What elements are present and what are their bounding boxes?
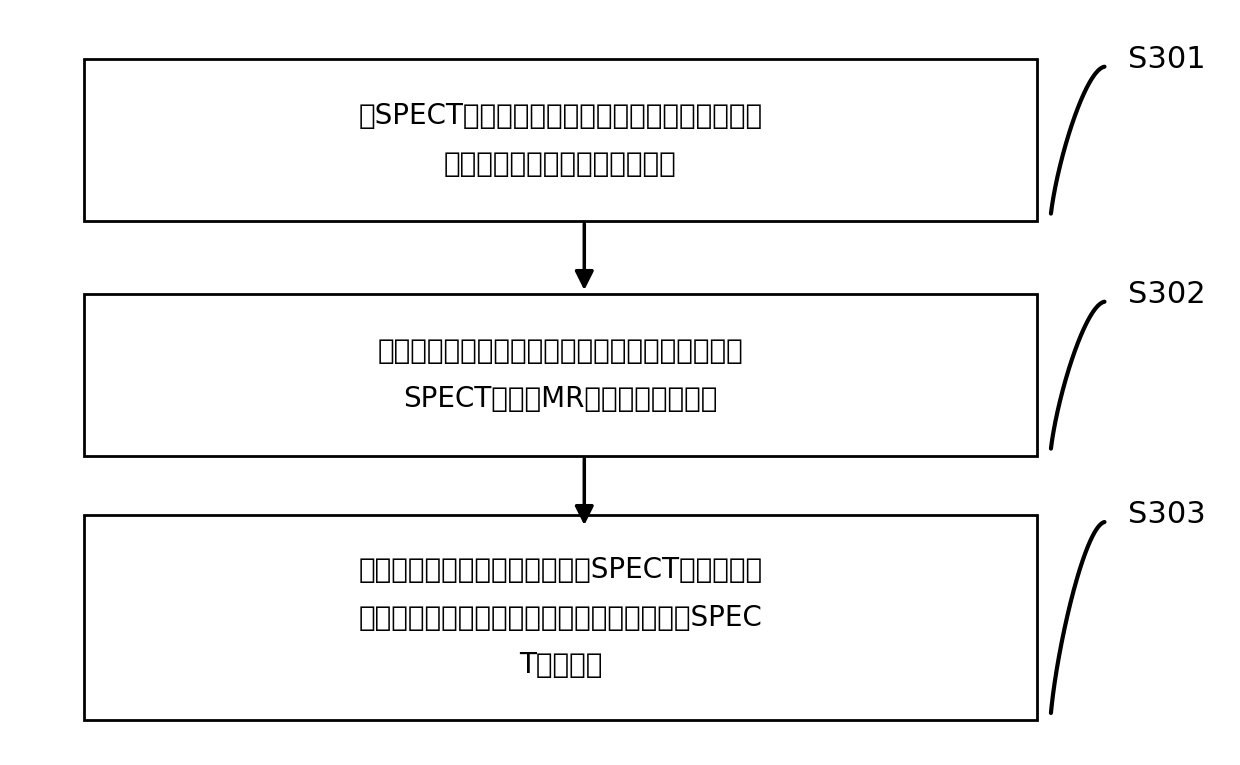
Text: S302: S302 <box>1128 280 1207 309</box>
Text: S303: S303 <box>1128 500 1207 529</box>
Text: ，电子学部分为无磁电子元器件: ，电子学部分为无磁电子元器件 <box>444 150 677 178</box>
Text: 采用第一传导板将直流电传输至电磁屏蔽空间中的: 采用第一传导板将直流电传输至电磁屏蔽空间中的 <box>378 337 743 366</box>
Text: S301: S301 <box>1128 45 1207 74</box>
Text: 输至信号输出器件，以采用信号输出器件输出SPEC: 输至信号输出器件，以采用信号输出器件输出SPEC <box>358 604 763 632</box>
FancyBboxPatch shape <box>84 60 1037 221</box>
Text: 对SPECT设备的探头内的电子学部分进行信号屏蔽: 对SPECT设备的探头内的电子学部分进行信号屏蔽 <box>358 103 763 130</box>
Text: 采用第二传导板将探头采集到的SPECT信号数据传: 采用第二传导板将探头采集到的SPECT信号数据传 <box>358 555 763 584</box>
FancyBboxPatch shape <box>84 515 1037 721</box>
Text: SPECT设备和MR设备，以进行供电: SPECT设备和MR设备，以进行供电 <box>403 385 718 413</box>
FancyBboxPatch shape <box>84 295 1037 456</box>
Text: T信号数据: T信号数据 <box>518 651 603 679</box>
